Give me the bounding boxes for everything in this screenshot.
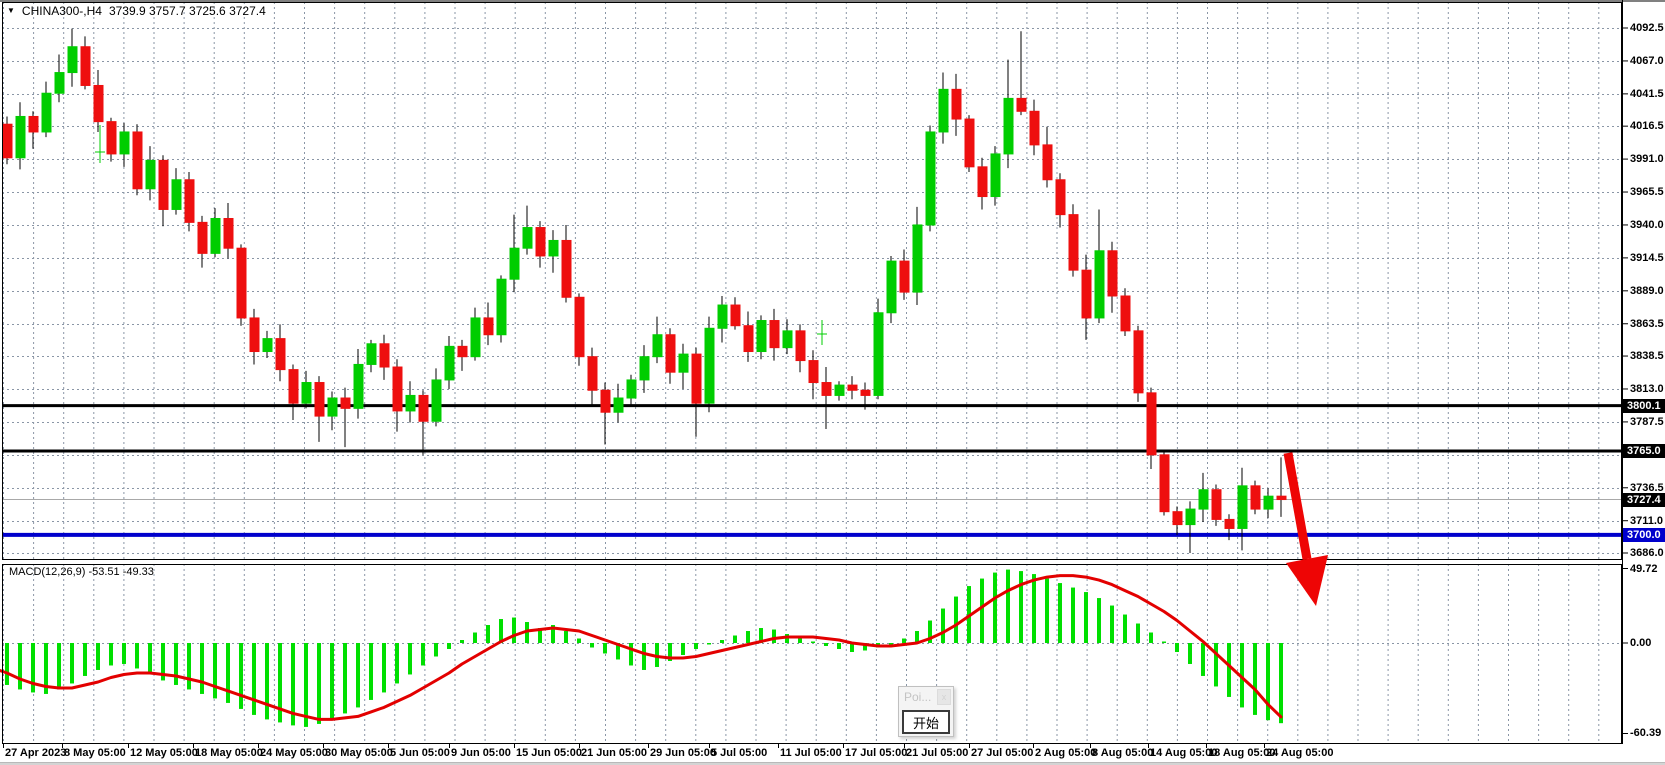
time-tick-label: 27 Jul 05:00 <box>971 747 1034 759</box>
time-tick-label: 27 Apr 2023 <box>5 747 67 759</box>
time-tick-label: 18 May 05:00 <box>195 747 263 759</box>
price-tick-label: 4041.5 <box>1630 87 1664 100</box>
grid <box>2 2 1622 744</box>
time-tick-label: 24 May 05:00 <box>260 747 328 759</box>
time-tick-label: 18 Aug 05:00 <box>1208 747 1276 759</box>
cross-markers <box>95 125 827 345</box>
ohlc-quote-values: 3739.9 3757.7 3725.6 3727.4 <box>108 4 266 18</box>
axis-ticks <box>3 27 1628 748</box>
price-tick-label: 3838.5 <box>1630 350 1664 363</box>
trend-arrow[interactable] <box>1283 452 1328 606</box>
price-marker-box: 3800.1 <box>1623 398 1665 413</box>
close-icon[interactable]: x <box>937 689 951 705</box>
price-tick-label: 3940.0 <box>1630 218 1664 231</box>
price-tick-label: 3863.5 <box>1630 317 1664 330</box>
chart-title: ▼ CHINA300-,H4 3739.9 3757.7 3725.6 3727… <box>7 4 266 18</box>
time-tick-label: 21 Jun 05:00 <box>581 747 648 759</box>
price-marker-box: 3700.0 <box>1623 527 1665 542</box>
price-tick-label: 3813.0 <box>1630 382 1664 395</box>
macd-signal-line <box>0 574 1283 721</box>
time-tick-label: 5 Jul 05:00 <box>711 747 768 759</box>
price-tick-label: 4016.5 <box>1630 120 1664 133</box>
ea-dialog-title: Poi... <box>904 690 932 704</box>
price-level-lines <box>2 404 1622 537</box>
price-tick-label: 4092.5 <box>1630 22 1664 34</box>
time-tick-label: 5 Jun 05:00 <box>390 747 450 759</box>
price-tick-label: 3991.0 <box>1630 153 1664 166</box>
start-button[interactable]: 开始 <box>902 710 950 734</box>
price-tick-label: 3711.0 <box>1630 514 1664 527</box>
price-marker-box: 3765.0 <box>1623 443 1665 458</box>
time-tick-label: 29 Jun 05:00 <box>650 747 717 759</box>
candlesticks <box>2 28 1287 553</box>
macd-tick-label: -60.39 <box>1630 727 1662 740</box>
macd-tick-label: 0.00 <box>1630 637 1652 649</box>
bottom-edge-strip <box>0 763 1665 765</box>
price-marker-box: 3727.4 <box>1623 492 1665 507</box>
time-tick-label: 21 Jul 05:00 <box>906 747 969 759</box>
time-tick-label: 17 Jul 05:00 <box>845 747 908 759</box>
price-tick-label: 3914.5 <box>1630 251 1664 264</box>
time-tick-label: 8 May 05:00 <box>64 747 126 759</box>
symbol-timeframe-label: CHINA300-,H4 <box>21 4 102 18</box>
time-tick-label: 11 Jul 05:00 <box>780 747 842 759</box>
time-tick-label: 9 Jun 05:00 <box>451 747 511 759</box>
price-tick-label: 3889.0 <box>1630 284 1664 297</box>
price-tick-label: 3736.5 <box>1630 481 1664 494</box>
price-tick-label: 3787.5 <box>1630 415 1664 428</box>
macd-tick-label: 49.72 <box>1630 562 1658 575</box>
price-tick-label: 3965.5 <box>1630 186 1664 199</box>
time-tick-label: 12 May 05:00 <box>130 747 198 759</box>
time-tick-label: 30 May 05:00 <box>325 747 393 759</box>
time-tick-label: 24 Aug 05:00 <box>1266 747 1334 759</box>
symbol-dropdown-icon[interactable]: ▼ <box>7 6 15 15</box>
macd-indicator-label: MACD(12,26,9) -53.51 -49.33 <box>9 566 154 578</box>
time-tick-label: 2 Aug 05:00 <box>1035 747 1097 759</box>
ea-dialog-titlebar[interactable]: Poi... x <box>899 687 953 707</box>
time-tick-label: 15 Jun 05:00 <box>516 747 583 759</box>
price-tick-label: 3686.0 <box>1630 547 1664 559</box>
ea-dialog: Poi... x 开始 <box>898 686 954 737</box>
price-tick-label: 4067.0 <box>1630 54 1664 67</box>
time-tick-label: 14 Aug 05:00 <box>1150 747 1218 759</box>
time-tick-label: 8 Aug 05:00 <box>1092 747 1154 759</box>
